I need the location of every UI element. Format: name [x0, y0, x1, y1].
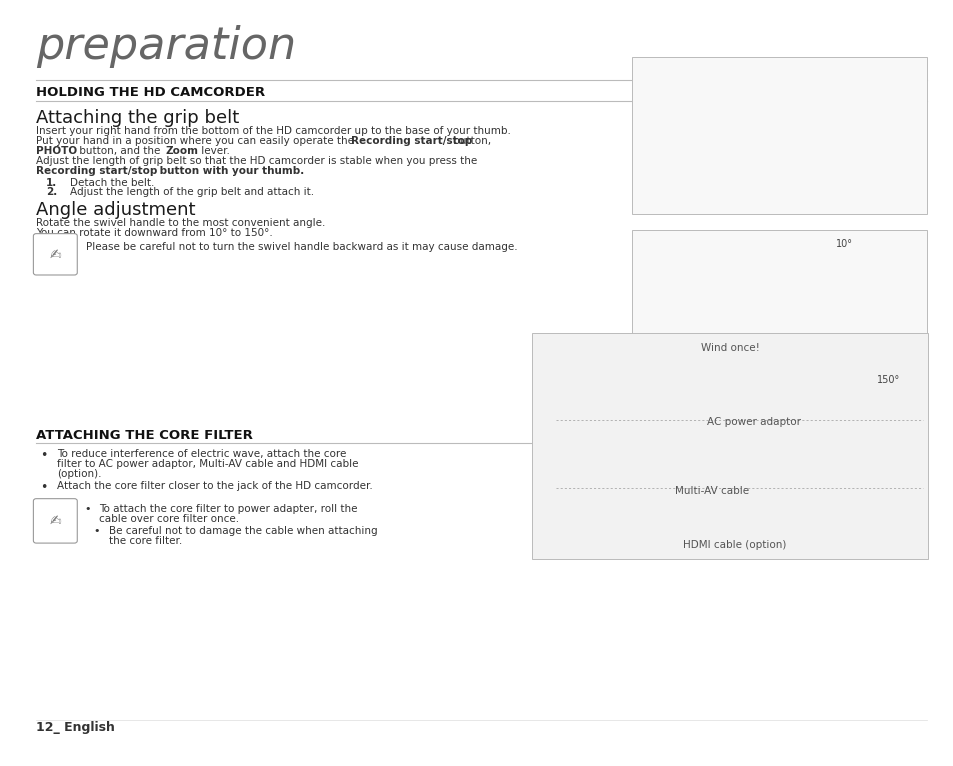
Text: To reduce interference of electric wave, attach the core: To reduce interference of electric wave,…: [57, 449, 346, 459]
Text: Multi-AV cable: Multi-AV cable: [674, 486, 748, 496]
Text: lever.: lever.: [198, 146, 230, 156]
Text: ✍: ✍: [50, 514, 61, 528]
Text: button, and the: button, and the: [76, 146, 164, 156]
Text: ✍: ✍: [50, 247, 61, 261]
Text: Wind once!: Wind once!: [700, 343, 759, 353]
Text: Zoom: Zoom: [166, 146, 199, 156]
Bar: [631, 57, 926, 214]
Text: filter to AC power adaptor, Multi-AV cable and HDMI cable: filter to AC power adaptor, Multi-AV cab…: [57, 459, 358, 469]
Text: •: •: [93, 526, 100, 536]
Bar: [631, 230, 926, 394]
Text: 1.: 1.: [46, 178, 57, 188]
Text: Recording start/stop: Recording start/stop: [351, 136, 472, 146]
Text: 2.: 2.: [46, 187, 57, 197]
Text: Attach the core filter closer to the jack of the HD camcorder.: Attach the core filter closer to the jac…: [57, 481, 373, 491]
Text: Put your hand in a position where you can easily operate the: Put your hand in a position where you ca…: [36, 136, 357, 146]
Text: Insert your right hand from the bottom of the HD camcorder up to the base of you: Insert your right hand from the bottom o…: [36, 126, 511, 136]
Text: •: •: [84, 504, 91, 514]
Text: Adjust the length of the grip belt and attach it.: Adjust the length of the grip belt and a…: [70, 187, 314, 197]
Text: Please be careful not to turn the swivel handle backward as it may cause damage.: Please be careful not to turn the swivel…: [86, 242, 517, 252]
Bar: [532, 333, 927, 559]
Text: You can rotate it downward from 10° to 150°.: You can rotate it downward from 10° to 1…: [36, 228, 273, 237]
Text: Detach the belt.: Detach the belt.: [70, 178, 153, 188]
FancyBboxPatch shape: [33, 234, 77, 275]
Text: ATTACHING THE CORE FILTER: ATTACHING THE CORE FILTER: [36, 429, 253, 442]
Text: To attach the core filter to power adapter, roll the: To attach the core filter to power adapt…: [99, 504, 357, 514]
Text: button,: button,: [450, 136, 491, 146]
Text: •: •: [40, 449, 48, 462]
Text: (option).: (option).: [57, 469, 102, 479]
Text: 10°: 10°: [835, 239, 852, 249]
Text: AC power adaptor: AC power adaptor: [706, 417, 800, 427]
Text: Attaching the grip belt: Attaching the grip belt: [36, 109, 239, 126]
Text: Recording start/stop: Recording start/stop: [36, 166, 157, 176]
Text: Be careful not to damage the cable when attaching: Be careful not to damage the cable when …: [109, 526, 377, 536]
Text: HOLDING THE HD CAMCORDER: HOLDING THE HD CAMCORDER: [36, 86, 265, 99]
Text: Rotate the swivel handle to the most convenient angle.: Rotate the swivel handle to the most con…: [36, 218, 325, 228]
Text: 12_ English: 12_ English: [36, 721, 115, 734]
Text: button with your thumb.: button with your thumb.: [156, 166, 304, 176]
Text: the core filter.: the core filter.: [109, 536, 182, 546]
Text: preparation: preparation: [36, 25, 296, 67]
Text: cable over core filter once.: cable over core filter once.: [99, 514, 239, 524]
Text: HDMI cable (option): HDMI cable (option): [682, 540, 785, 550]
Text: Angle adjustment: Angle adjustment: [36, 201, 195, 218]
Text: PHOTO: PHOTO: [36, 146, 77, 156]
Text: •: •: [40, 481, 48, 494]
FancyBboxPatch shape: [33, 499, 77, 543]
Text: 150°: 150°: [876, 375, 900, 385]
Text: Adjust the length of grip belt so that the HD camcorder is stable when you press: Adjust the length of grip belt so that t…: [36, 156, 477, 166]
